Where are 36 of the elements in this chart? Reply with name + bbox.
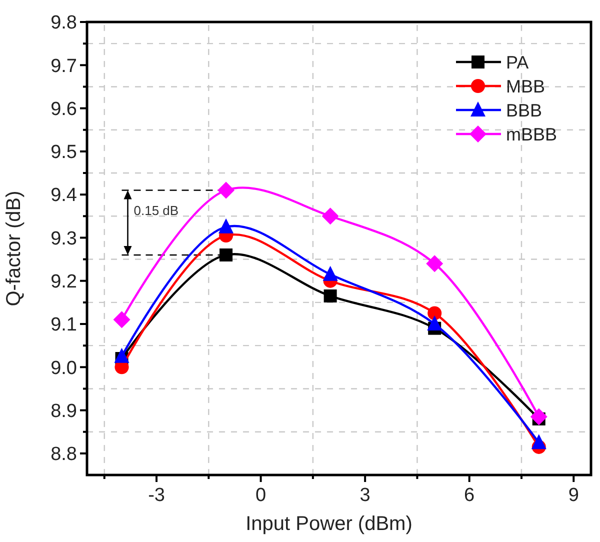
point bbox=[324, 289, 337, 302]
point bbox=[531, 434, 546, 450]
y-tick-label: 9.5 bbox=[50, 142, 77, 164]
point bbox=[322, 266, 338, 281]
x-tick-label: 0 bbox=[256, 485, 266, 506]
point bbox=[218, 182, 235, 199]
annotation: 0.15 dB bbox=[134, 203, 179, 218]
y-axis-title: Q-factor (dB) bbox=[3, 190, 25, 306]
point bbox=[426, 255, 444, 272]
y-tick-label: 8.8 bbox=[50, 444, 77, 466]
y-tick-label: 9.2 bbox=[50, 272, 77, 293]
point bbox=[220, 248, 233, 262]
text: 9.0 bbox=[50, 358, 77, 379]
text: 8.9 bbox=[50, 400, 77, 422]
point bbox=[427, 316, 442, 330]
point bbox=[114, 348, 130, 363]
x-axis-title: Input Power (dBm) bbox=[246, 513, 412, 535]
legend-label: BBB bbox=[506, 100, 542, 120]
point bbox=[218, 218, 234, 234]
y-tick-label: 9.3 bbox=[50, 228, 77, 250]
y-tick-label: 9.6 bbox=[50, 98, 77, 120]
x-tick-label: 3 bbox=[360, 485, 370, 506]
y-tick-label: 9.4 bbox=[50, 185, 78, 206]
legend-label: mBBB bbox=[506, 124, 558, 144]
x-tick-label: 9 bbox=[568, 485, 579, 506]
legend-label: MBB bbox=[506, 76, 546, 96]
x-tick-label: 6 bbox=[464, 485, 475, 506]
point bbox=[530, 408, 548, 426]
x-tick-label: -3 bbox=[148, 485, 165, 506]
y-tick-label: 9.8 bbox=[50, 12, 77, 34]
legend-label: PA bbox=[506, 52, 529, 72]
point bbox=[428, 306, 442, 320]
point bbox=[322, 208, 339, 225]
y-tick-label: 9.7 bbox=[50, 56, 77, 77]
y-tick-label: 9.1 bbox=[50, 314, 77, 336]
point bbox=[113, 311, 130, 328]
